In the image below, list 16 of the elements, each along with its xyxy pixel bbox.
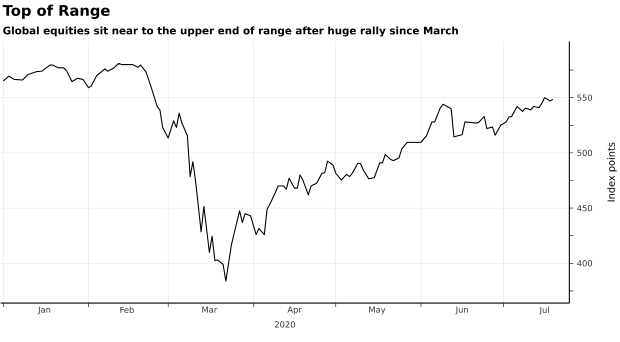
y-tick-label: 450 (577, 204, 592, 212)
x-tick-label: Jan (38, 306, 50, 314)
y-tick-label: 500 (577, 150, 592, 156)
x-tick-label: Jul (539, 306, 549, 314)
x-axis-title: 2020 (274, 321, 295, 328)
chart-title: Top of Range (2, 4, 110, 19)
x-tick-label: Feb (120, 306, 134, 313)
x-tick-label: Mar (202, 306, 218, 313)
chart-subtitle: Global equities sit near to the upper end of range after huge rally since March (3, 26, 458, 36)
x-tick-label: Jun (455, 306, 468, 314)
y-axis-title: Index points (607, 142, 617, 202)
y-tick-label: 550 (577, 94, 592, 101)
y-tick-label: 400 (577, 260, 592, 266)
x-tick-label: Apr (287, 306, 302, 314)
x-tick-label: May (369, 306, 386, 314)
line-series (2, 62, 554, 282)
